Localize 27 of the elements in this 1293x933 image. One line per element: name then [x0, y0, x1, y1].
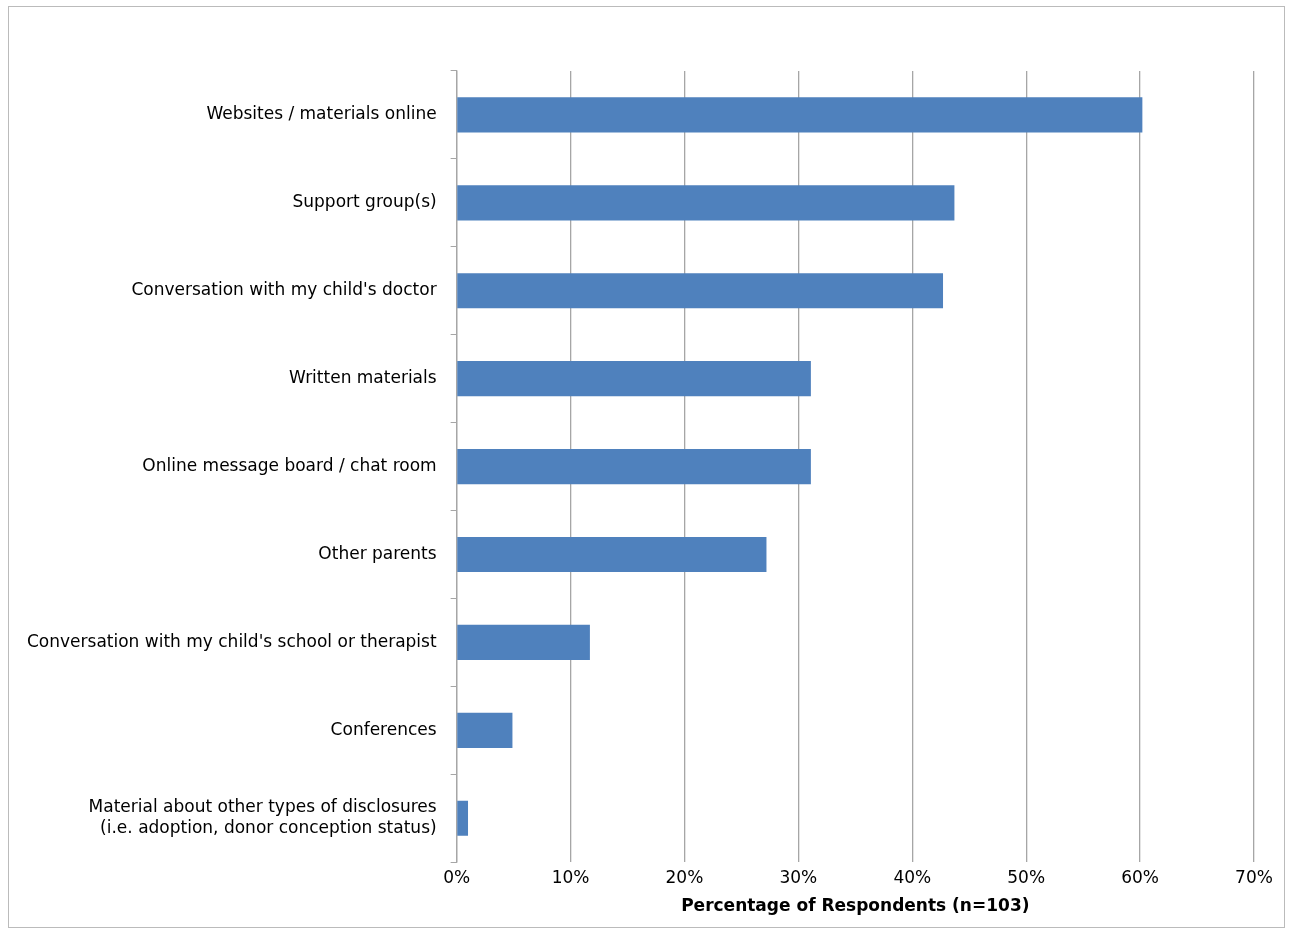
bar — [457, 624, 590, 660]
y-tick-label: Conversation with my child's doctor — [131, 279, 437, 300]
bar — [457, 536, 767, 573]
y-tick-label: Conferences — [330, 718, 437, 739]
y-tick-label: Other parents — [318, 542, 437, 563]
bar — [457, 361, 811, 397]
bar — [457, 449, 811, 485]
x-axis-title: Percentage of Respondents (n=103) — [681, 895, 1030, 916]
bar — [457, 800, 469, 836]
bar — [457, 185, 955, 221]
x-tick-label: 50% — [1007, 866, 1046, 887]
y-tick-label: Written materials — [289, 367, 437, 388]
x-tick-label: 60% — [1121, 866, 1159, 887]
x-tick-label: 40% — [893, 866, 932, 887]
x-tick-label: 30% — [779, 866, 818, 887]
bar — [457, 273, 944, 309]
y-tick-label: Conversation with my child's school or therapist — [26, 630, 437, 651]
y-tick-label: Online message board / chat room — [142, 455, 437, 476]
y-tick-label: Support group(s) — [292, 191, 437, 212]
x-tick-label: 70% — [1235, 866, 1273, 887]
y-tick-label: Websites / materials online — [206, 103, 437, 124]
x-tick-label: 10% — [551, 866, 590, 887]
x-tick-label: 0% — [443, 866, 471, 887]
bar — [457, 97, 1143, 133]
y-tick-label: Material about other types of disclosures (i.e. adoption, donor conception status) — [88, 796, 437, 837]
x-tick-label: 20% — [665, 866, 704, 887]
bar — [457, 712, 513, 748]
